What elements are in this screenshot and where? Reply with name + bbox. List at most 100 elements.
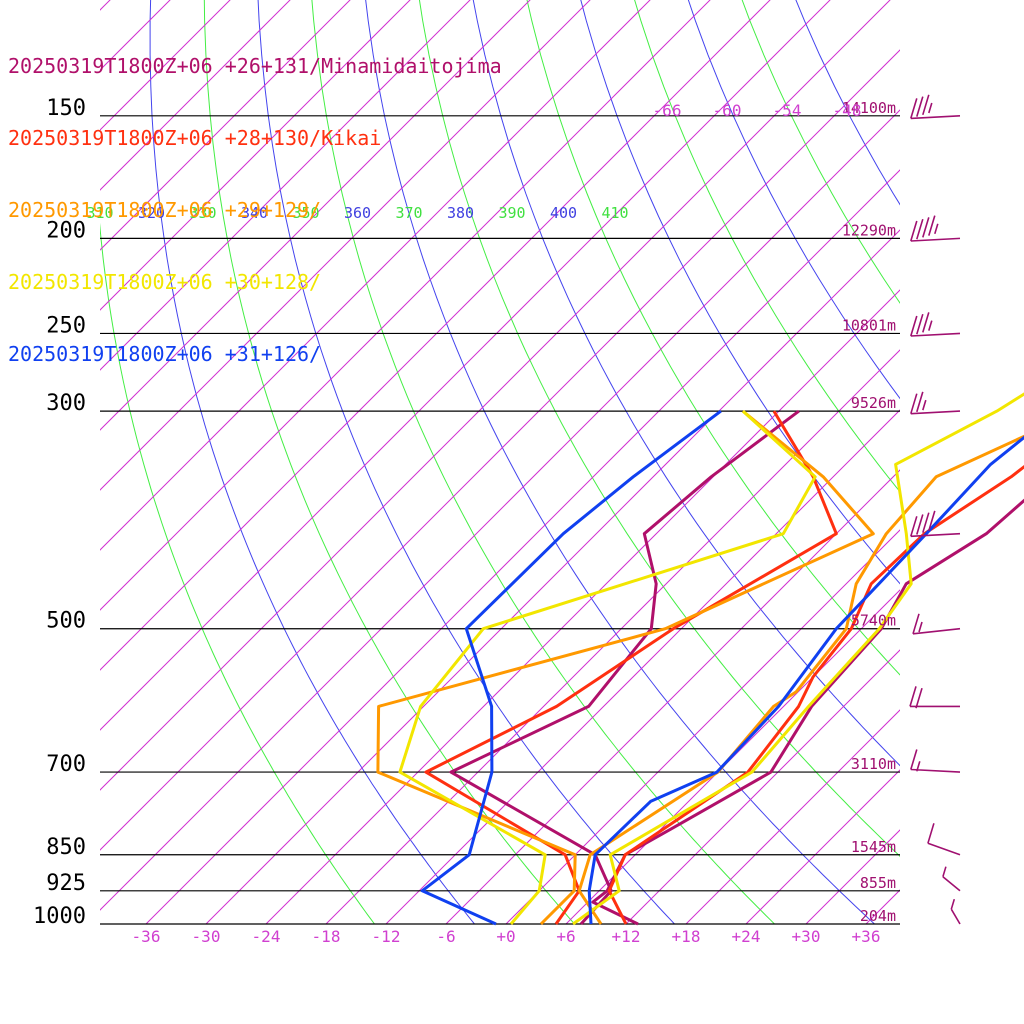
wind-barb <box>910 391 961 415</box>
axis-labels: 10016476m15014100m20012290m25010801m3009… <box>33 96 896 946</box>
dry-adiabat-line <box>580 0 900 585</box>
upper-temperature-label: -54 <box>773 101 802 120</box>
isotherm-line <box>745 769 900 924</box>
isotherm-line <box>865 889 900 924</box>
dry-adiabat-line <box>100 222 376 924</box>
theta-label: 380 <box>447 204 474 222</box>
theta-label: 330 <box>189 204 216 222</box>
height-label: 855m <box>860 874 896 892</box>
sounding-series <box>376 392 1024 926</box>
theta-label: 410 <box>601 204 628 222</box>
theta-label: 310 <box>86 204 113 222</box>
height-label: 5740m <box>851 612 896 630</box>
height-label: 14100m <box>842 99 896 117</box>
legend-entry-4: 20250319T1800Z+06 +30+128/ <box>8 270 322 294</box>
height-label: 3110m <box>851 755 896 773</box>
pressure-label: 1000 <box>33 904 86 929</box>
legend-entry-2: 20250319T1800Z+06 +28+130/Kikai <box>8 126 382 150</box>
pressure-label: 300 <box>46 391 86 416</box>
isotherm-line <box>905 0 1024 945</box>
upper-temperature-label: -66 <box>653 101 682 120</box>
dewpoint-line-4 <box>398 409 817 925</box>
pressure-label: 250 <box>46 313 86 338</box>
temperature-line-5 <box>587 435 1024 925</box>
isotherm-line <box>100 0 711 611</box>
isotherm-grid <box>100 0 1024 945</box>
theta-label: 390 <box>498 204 525 222</box>
wind-barb <box>910 312 961 337</box>
legend-entry-1: 20250319T1800Z+06 +26+131/Minamidaitojim… <box>8 54 502 78</box>
theta-label: 400 <box>550 204 577 222</box>
temperature-tick-label: +18 <box>672 927 701 946</box>
theta-label: 320 <box>138 204 165 222</box>
isotherm-line <box>505 529 900 924</box>
isotherm-line <box>100 0 831 731</box>
theta-label: 370 <box>395 204 422 222</box>
dewpoint-line-1 <box>449 409 800 926</box>
upper-temperature-label: -60 <box>713 101 742 120</box>
height-label: 12290m <box>842 221 896 239</box>
isotherm-line <box>625 649 900 924</box>
temperature-tick-label: +30 <box>792 927 821 946</box>
temperature-tick-label: +24 <box>732 927 761 946</box>
isotherm-line <box>445 469 900 924</box>
temperature-tick-label: +36 <box>852 927 881 946</box>
isotherm-line <box>805 829 900 924</box>
temperature-line-4 <box>572 392 1024 926</box>
wind-barb <box>910 215 961 242</box>
temperature-tick-label: -6 <box>436 927 455 946</box>
dry-adiabat-line <box>311 0 776 924</box>
temperature-tick-label: -18 <box>312 927 341 946</box>
dry-adiabat-line <box>634 0 900 493</box>
dewpoint-line-3 <box>376 409 875 926</box>
legend-entry-3: 20250319T1800Z+06 +29+129/ <box>8 198 322 222</box>
theta-label: 350 <box>292 204 319 222</box>
wind-barb <box>912 613 961 635</box>
legend-entry-5: 20250319T1800Z+06 +31+126/ <box>8 342 322 366</box>
dry-adiabat-line <box>365 0 876 924</box>
theta-label: 360 <box>344 204 371 222</box>
pressure-label: 925 <box>46 871 86 896</box>
isotherm-line <box>100 0 771 671</box>
wind-barb <box>950 898 961 925</box>
temperature-tick-label: -12 <box>372 927 401 946</box>
wind-barb <box>910 94 961 120</box>
dry-adiabat-line <box>149 0 476 924</box>
legend: 20250319T1800Z+06 +26+131/Minamidaitojim… <box>8 6 502 390</box>
pressure-label: 850 <box>46 835 86 860</box>
pressure-label: 500 <box>46 609 86 634</box>
theta-label: 340 <box>241 204 268 222</box>
dry-adiabat-line <box>687 0 900 400</box>
temperature-tick-label: +0 <box>496 927 515 946</box>
wind-barb <box>910 510 961 538</box>
isotherm-line <box>100 0 891 791</box>
isotherm-line <box>100 0 411 311</box>
height-label: 10801m <box>842 316 896 334</box>
isotherm-line <box>145 169 900 924</box>
temperature-tick-label: -36 <box>132 927 161 946</box>
temperature-tick-label: +6 <box>556 927 575 946</box>
temperature-line-2 <box>607 464 1024 925</box>
isotherm-line <box>325 349 900 924</box>
temperature-line-1 <box>591 498 1024 926</box>
dry-adiabat-line <box>526 0 900 676</box>
isotherm-line <box>565 589 900 924</box>
isobar-lines <box>100 115 900 925</box>
temperature-tick-label: -30 <box>192 927 221 946</box>
temperature-tick-label: -24 <box>252 927 281 946</box>
upper-temperature-label: -48 <box>833 101 862 120</box>
height-label: 9526m <box>851 394 896 412</box>
isotherm-line <box>100 0 531 431</box>
isotherm-line <box>685 709 900 924</box>
isotherm-line <box>100 0 591 491</box>
dry-adiabat-line <box>472 0 900 767</box>
pressure-label: 700 <box>46 752 86 777</box>
wind-barb <box>927 823 961 856</box>
isotherm-line <box>100 0 651 551</box>
isotherm-line <box>100 109 900 911</box>
dry-adiabat-line <box>257 0 676 924</box>
pressure-label: 200 <box>46 218 86 243</box>
temperature-tick-label: +12 <box>612 927 641 946</box>
isotherm-line <box>100 0 471 371</box>
